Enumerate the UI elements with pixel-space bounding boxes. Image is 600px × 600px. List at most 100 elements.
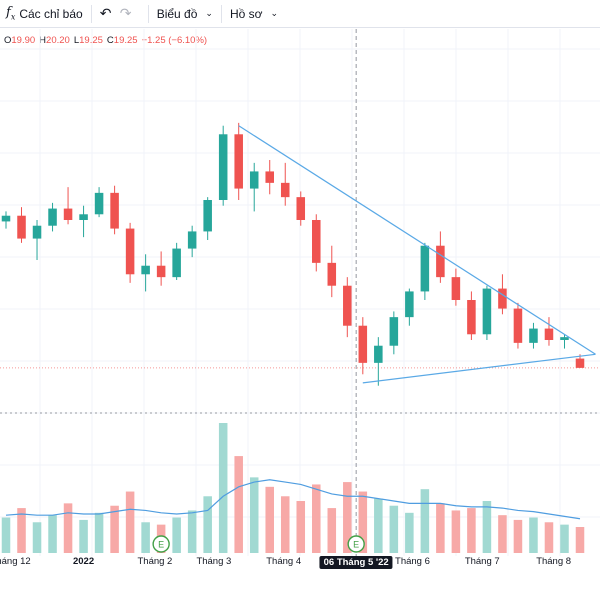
candle-body bbox=[405, 291, 414, 318]
chart-menu-label: Biểu đồ bbox=[156, 6, 198, 21]
volume-bar bbox=[203, 496, 212, 553]
candle-body bbox=[172, 248, 181, 278]
candle-body bbox=[436, 245, 445, 278]
candle-body bbox=[63, 208, 73, 220]
time-axis-label: Tháng 8 bbox=[536, 556, 572, 567]
volume-bar bbox=[544, 522, 554, 553]
volume-bar bbox=[94, 512, 104, 553]
volume-bar bbox=[79, 519, 88, 553]
undo-icon[interactable]: ↶ bbox=[99, 5, 112, 21]
candle-body bbox=[296, 197, 306, 220]
candle-body bbox=[1, 215, 11, 222]
volume-bar bbox=[374, 498, 383, 553]
volume-bar bbox=[327, 508, 337, 553]
volume-bar bbox=[467, 508, 476, 553]
time-axis-label: Tháng 4 bbox=[266, 556, 302, 567]
earnings-event-label: E bbox=[158, 540, 164, 550]
volume-bar bbox=[32, 522, 42, 553]
candle-body bbox=[374, 345, 383, 363]
time-axis[interactable]: Tháng 12 2022 Tháng 2 Tháng 3 Tháng 4 Tháng 6… bbox=[0, 556, 600, 572]
volume-bar bbox=[17, 508, 26, 553]
lower-trendline bbox=[362, 353, 596, 384]
function-icon: fx bbox=[6, 5, 16, 22]
upper-trendline bbox=[238, 125, 596, 355]
volume-bar bbox=[451, 510, 461, 553]
toolbar-divider bbox=[90, 4, 92, 23]
volume-bar bbox=[482, 501, 492, 553]
volume-bar bbox=[1, 517, 11, 553]
time-axis-label: Tháng 2 bbox=[137, 556, 173, 567]
volume-bar bbox=[125, 491, 135, 553]
chevron-down-icon: ⌄ bbox=[205, 8, 213, 18]
candle-body bbox=[498, 288, 507, 309]
candle-body bbox=[575, 358, 585, 368]
volume-bar bbox=[110, 505, 119, 553]
redo-icon[interactable]: ↷ bbox=[119, 5, 132, 21]
candle-body bbox=[203, 200, 212, 232]
ohlc-legend: O 19.90 H 20.20 L 19.25 C 19.25 −1.25 (−6.10… bbox=[0, 33, 207, 47]
candle-body bbox=[141, 265, 150, 275]
volume-bar bbox=[172, 517, 181, 553]
time-axis-label: Tháng 7 bbox=[464, 556, 500, 567]
candle-body bbox=[94, 192, 104, 215]
top-toolbar: fx Các chỉ báo ↶ ↷ Biểu đồ ⌄ Hồ sơ ⌄ bbox=[0, 0, 600, 28]
ohlc-close-key: C bbox=[106, 34, 114, 46]
volume-bar bbox=[234, 456, 243, 553]
volume-bar bbox=[249, 477, 259, 553]
candle-body bbox=[358, 325, 368, 363]
candle-body bbox=[280, 182, 290, 198]
volume-bar bbox=[312, 484, 321, 553]
volume-bar bbox=[498, 515, 507, 553]
candle-body bbox=[544, 328, 554, 340]
volume-bar bbox=[265, 486, 274, 553]
candle-body bbox=[420, 245, 430, 292]
candle-body bbox=[125, 228, 135, 275]
time-axis-label: Tháng 3 bbox=[196, 556, 232, 567]
candle-body bbox=[79, 214, 88, 220]
candle-body bbox=[187, 231, 197, 249]
ohlc-high-key: H bbox=[39, 34, 47, 46]
volume-ma-line bbox=[5, 479, 581, 520]
volume-bar bbox=[187, 510, 197, 553]
volume-bar bbox=[529, 517, 538, 553]
chevron-down-icon: ⌄ bbox=[270, 8, 279, 18]
volume-bar bbox=[513, 519, 523, 553]
candle-body bbox=[343, 285, 352, 326]
candle-body bbox=[529, 328, 538, 343]
ohlc-open: 19.90 bbox=[11, 34, 36, 46]
volume-bar bbox=[405, 512, 414, 553]
candle-body bbox=[389, 317, 399, 346]
toolbar-divider bbox=[147, 4, 149, 23]
ohlc-high: 20.20 bbox=[46, 34, 70, 46]
candle-body bbox=[249, 171, 259, 189]
ohlc-close: 19.25 bbox=[113, 34, 138, 46]
indicators-button[interactable]: fx Các chỉ báo bbox=[0, 0, 83, 28]
volume-bar bbox=[48, 515, 57, 553]
volume-bar bbox=[343, 482, 352, 553]
candle-body bbox=[451, 277, 461, 300]
volume-bar bbox=[575, 527, 585, 553]
volume-bar bbox=[420, 489, 430, 553]
candle-body bbox=[265, 171, 274, 183]
candle-body bbox=[48, 208, 57, 226]
candle-body bbox=[327, 262, 337, 286]
indicators-label: Các chỉ báo bbox=[19, 6, 83, 21]
candle-body bbox=[110, 192, 119, 229]
ohlc-open-key: O bbox=[4, 34, 12, 46]
volume-bar bbox=[280, 496, 290, 553]
volume-bar bbox=[63, 503, 73, 553]
volume-bar bbox=[560, 524, 569, 553]
volume-bar bbox=[141, 522, 150, 553]
chart-menu-button[interactable]: Biểu đồ ⌄ bbox=[157, 0, 213, 28]
volume-bar bbox=[389, 505, 399, 553]
candle-body bbox=[156, 265, 166, 278]
earnings-event-icon bbox=[152, 535, 170, 553]
candle-body bbox=[234, 134, 243, 189]
profile-menu-label: Hồ sơ bbox=[229, 6, 263, 21]
time-axis-label: Tháng 6 bbox=[395, 556, 430, 567]
candle-body bbox=[560, 337, 569, 340]
candle-body bbox=[218, 134, 228, 200]
ohlc-low-key: L bbox=[73, 34, 80, 46]
profile-menu-button[interactable]: Hồ sơ ⌄ bbox=[230, 0, 278, 28]
